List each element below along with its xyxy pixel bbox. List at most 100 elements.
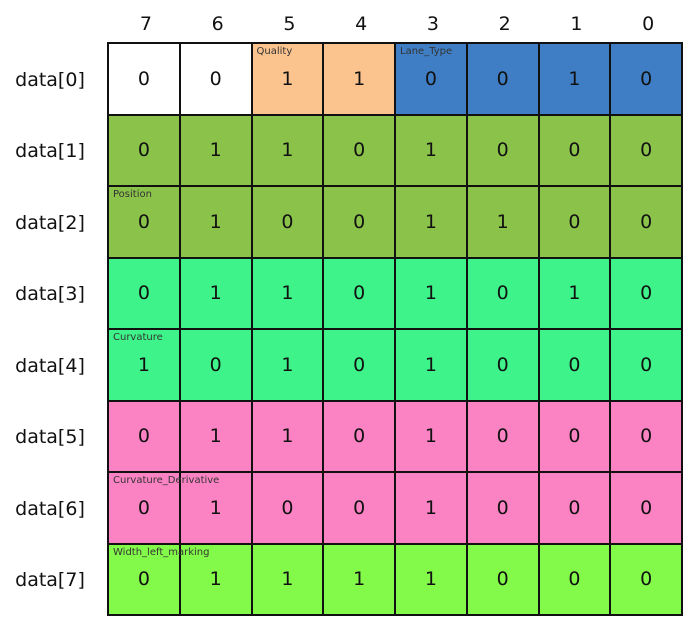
bit-value: 1 (281, 139, 294, 162)
bit-value: 0 (568, 210, 581, 233)
bit-value: 0 (137, 496, 150, 519)
bit-value: 0 (496, 353, 509, 376)
bit-cell: 0 (539, 187, 610, 257)
bit-value: 0 (640, 282, 653, 305)
field-label-lane-type: Lane_Type (400, 46, 453, 57)
bit-value: 0 (640, 496, 653, 519)
bit-value: 1 (281, 67, 294, 90)
bit-cell: 1 (180, 115, 251, 185)
bit-value: 0 (137, 139, 150, 162)
bit-cell: 1 (396, 401, 466, 471)
bit-header-0: 0 (642, 13, 655, 35)
bit-cell: 0 (180, 330, 251, 400)
bit-value: 0 (137, 210, 150, 233)
bit-value: 1 (568, 67, 581, 90)
bit-value: 0 (496, 282, 509, 305)
bit-cell: 1 (396, 544, 466, 614)
bit-value: 0 (640, 67, 653, 90)
bit-value: 1 (424, 568, 437, 591)
row-header-data-6: data[6] (15, 497, 85, 520)
bit-value: 0 (353, 210, 366, 233)
bit-value: 0 (353, 139, 366, 162)
bit-cell: 0 (396, 44, 466, 114)
bit-cell: 0 (109, 473, 179, 543)
bit-value: 1 (424, 282, 437, 305)
bit-value: 0 (496, 67, 509, 90)
bit-value: 0 (568, 139, 581, 162)
bit-cell: 0 (252, 473, 323, 543)
bit-value: 1 (209, 282, 222, 305)
bit-value: 0 (209, 67, 222, 90)
bit-cell: 0 (109, 115, 179, 185)
bit-value: 1 (209, 139, 222, 162)
bit-cell: 1 (539, 44, 610, 114)
bit-cell: 0 (324, 330, 394, 400)
bit-cell: 1 (252, 258, 323, 328)
bit-value: 0 (353, 282, 366, 305)
bit-value: 1 (424, 139, 437, 162)
field-label-position: Position (113, 189, 152, 200)
bit-header-5: 5 (283, 13, 296, 35)
bit-value: 0 (496, 568, 509, 591)
bit-value: 0 (640, 353, 653, 376)
row-header-data-0: data[0] (15, 68, 85, 91)
bit-cell: 1 (180, 258, 251, 328)
bit-value: 0 (568, 425, 581, 448)
bit-value: 1 (281, 282, 294, 305)
bit-cell: 0 (467, 44, 538, 114)
bit-cell: 1 (252, 330, 323, 400)
bit-cell: 1 (180, 401, 251, 471)
bit-value: 0 (568, 496, 581, 519)
row-header-data-1: data[1] (15, 140, 85, 163)
bit-cell: 1 (396, 473, 466, 543)
bit-cell: 1 (396, 330, 466, 400)
bit-value: 0 (640, 139, 653, 162)
bit-cell: 1 (252, 44, 323, 114)
bit-value: 1 (568, 282, 581, 305)
field-label-curvature-derivative: Curvature_Derivative (113, 475, 220, 486)
bit-cell: 1 (324, 544, 394, 614)
bit-cell: 0 (467, 473, 538, 543)
bit-value: 1 (209, 496, 222, 519)
bit-cell: 0 (611, 187, 681, 257)
bit-cell: 1 (324, 44, 394, 114)
bit-value: 1 (424, 353, 437, 376)
bit-cell: 1 (252, 544, 323, 614)
bit-cell: 1 (109, 330, 179, 400)
bit-cell: 0 (539, 401, 610, 471)
bit-header-3: 3 (426, 13, 439, 35)
bit-cell: 1 (396, 187, 466, 257)
bit-value: 0 (568, 568, 581, 591)
bit-cell: 0 (252, 187, 323, 257)
bit-cell: 0 (611, 401, 681, 471)
bit-value: 1 (424, 496, 437, 519)
bit-cell: 0 (467, 258, 538, 328)
bit-cell: 0 (109, 401, 179, 471)
bit-column-headers: 7 6 5 4 3 2 1 0 (108, 8, 683, 40)
row-header-data-4: data[4] (15, 354, 85, 377)
bit-cell: 0 (109, 258, 179, 328)
bit-cell: 0 (611, 330, 681, 400)
bit-value: 0 (281, 496, 294, 519)
bit-cell: 0 (467, 115, 538, 185)
field-label-width-left-marking: Width_left_marking (113, 546, 210, 558)
bit-value: 0 (137, 568, 150, 591)
bit-cell: 0 (539, 544, 610, 614)
bit-cell: 1 (396, 115, 466, 185)
bit-value: 0 (424, 67, 437, 90)
row-header-data-7: data[7] (15, 569, 85, 592)
bit-value: 1 (137, 353, 150, 376)
bit-cell: 0 (611, 44, 681, 114)
bit-cell: 0 (324, 187, 394, 257)
bit-cell: 0 (611, 544, 681, 614)
bit-value: 0 (137, 425, 150, 448)
bit-value: 0 (640, 568, 653, 591)
bit-cell: 0 (180, 44, 251, 114)
bit-value: 0 (137, 282, 150, 305)
bit-cell: 0 (539, 115, 610, 185)
bit-value: 0 (640, 425, 653, 448)
bit-cell: 0 (539, 330, 610, 400)
bit-header-7: 7 (139, 13, 152, 35)
bit-value: 0 (209, 353, 222, 376)
bit-value: 0 (137, 67, 150, 90)
